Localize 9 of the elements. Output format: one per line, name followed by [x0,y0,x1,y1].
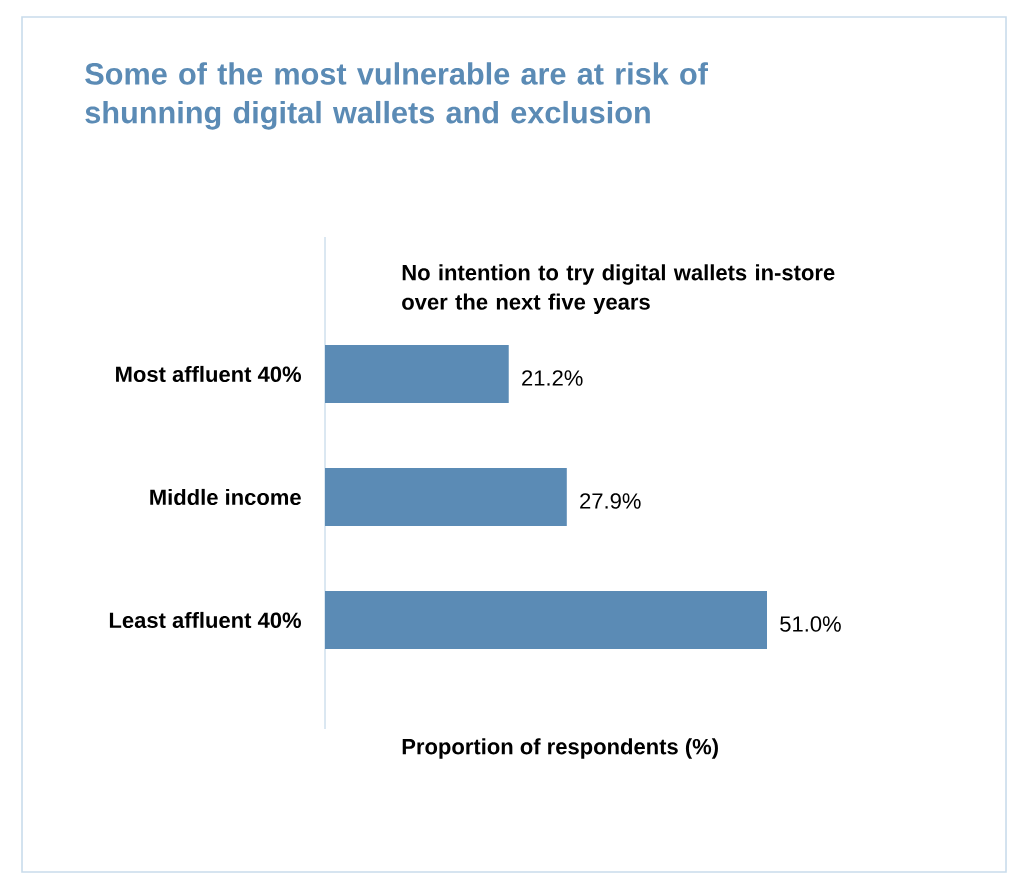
x-axis-title: Proportion of respondents (%) [402,738,718,759]
data-label: 51.0% [780,616,841,632]
y-tick-label: Most affluent 40% [116,365,302,383]
text: No intention to try digital wallets in-store over the next five years [402,264,835,315]
y-tick-label: Middle income [150,488,301,506]
data-label: 27.9% [580,493,641,509]
y-tick-label: Least affluent 40% [109,611,302,629]
data-label: 21.2% [522,370,583,386]
chart-title: Some of the most vulnerable are at risk of shunning digital wallets and exclusion [85,62,708,130]
